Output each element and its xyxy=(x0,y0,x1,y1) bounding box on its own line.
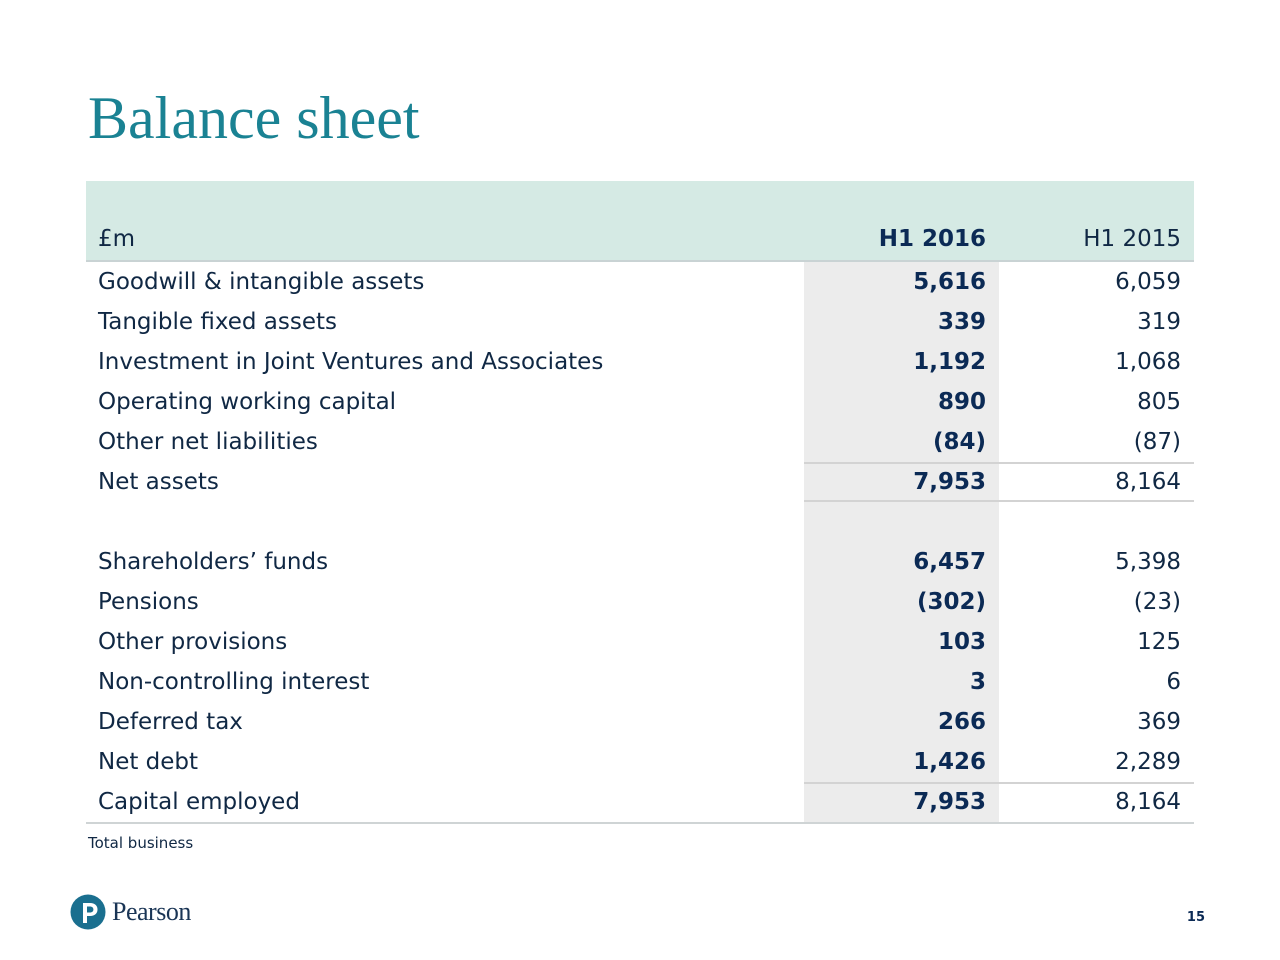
row-label: Deferred tax xyxy=(98,709,243,735)
row-label: Net debt xyxy=(98,749,199,775)
row-label: Other net liabilities xyxy=(98,429,318,455)
capital-employed-row: Capital employed 7,953 8,164 xyxy=(86,782,1194,824)
row-value-h1-2016: (302) xyxy=(916,589,986,615)
row-value-h1-2016: 6,457 xyxy=(913,549,986,575)
row-value-h1-2015: 125 xyxy=(1137,629,1181,655)
row-value-h1-2016: 1,192 xyxy=(913,349,986,375)
row-value-h1-2016: 1,426 xyxy=(913,749,986,775)
row-label: Capital employed xyxy=(98,789,300,815)
row-value-h1-2015: 8,164 xyxy=(1115,789,1181,815)
row-value-h1-2015: 319 xyxy=(1137,309,1181,335)
row-value-h1-2015: (87) xyxy=(1133,429,1181,455)
table-row: Investment in Joint Ventures and Associa… xyxy=(86,342,1194,382)
row-label: Operating working capital xyxy=(98,389,397,415)
table-row: Tangible fixed assets 339 319 xyxy=(86,302,1194,342)
pearson-p-icon xyxy=(70,894,106,930)
table-row: Other net liabilities (84) (87) xyxy=(86,422,1194,462)
row-value-h1-2015: 6 xyxy=(1166,669,1181,695)
row-label: Pensions xyxy=(98,589,199,615)
row-value-h1-2016: 7,953 xyxy=(913,789,986,815)
table-row: Non-controlling interest 3 6 xyxy=(86,662,1194,702)
table-row: Operating working capital 890 805 xyxy=(86,382,1194,422)
table-row: Pensions (302) (23) xyxy=(86,582,1194,622)
row-value-h1-2015: 8,164 xyxy=(1115,469,1181,495)
table-row: Net debt 1,426 2,289 xyxy=(86,742,1194,782)
table-row: Goodwill & intangible assets 5,616 6,059 xyxy=(86,262,1194,302)
header-currency-label: £m xyxy=(98,226,136,252)
row-value-h1-2015: (23) xyxy=(1133,589,1181,615)
header-h1-2015: H1 2015 xyxy=(1083,226,1181,252)
pearson-wordmark: Pearson xyxy=(112,897,191,926)
net-assets-row: Net assets 7,953 8,164 xyxy=(86,462,1194,502)
page-title: Balance sheet xyxy=(88,85,420,151)
row-value-h1-2016: 266 xyxy=(937,709,986,735)
row-value-h1-2016: (84) xyxy=(932,429,986,455)
row-value-h1-2015: 369 xyxy=(1137,709,1181,735)
row-value-h1-2016: 7,953 xyxy=(913,469,986,495)
table-row: Deferred tax 266 369 xyxy=(86,702,1194,742)
row-label: Tangible fixed assets xyxy=(98,309,338,335)
table-row: Other provisions 103 125 xyxy=(86,622,1194,662)
header-h1-2016: H1 2016 xyxy=(878,226,986,252)
row-value-h1-2016: 890 xyxy=(937,389,986,415)
row-value-h1-2016: 3 xyxy=(969,669,986,695)
table-row: Shareholders’ funds 6,457 5,398 xyxy=(86,542,1194,582)
table-spacer xyxy=(86,502,1194,542)
balance-sheet-table: £m H1 2016 H1 2015 Goodwill & intangible… xyxy=(86,181,1194,824)
row-value-h1-2016: 339 xyxy=(937,309,986,335)
row-value-h1-2015: 2,289 xyxy=(1115,749,1181,775)
row-label: Non-controlling interest xyxy=(98,669,370,695)
row-label: Investment in Joint Ventures and Associa… xyxy=(98,349,604,375)
row-label: Net assets xyxy=(98,469,219,495)
row-value-h1-2015: 1,068 xyxy=(1115,349,1181,375)
row-value-h1-2016: 103 xyxy=(937,629,986,655)
row-label: Goodwill & intangible assets xyxy=(98,269,425,295)
row-value-h1-2015: 6,059 xyxy=(1115,269,1181,295)
footnote: Total business xyxy=(88,834,194,852)
row-value-h1-2016: 5,616 xyxy=(913,269,986,295)
row-label: Other provisions xyxy=(98,629,288,655)
page-number: 15 xyxy=(1186,910,1205,925)
table-header-row: £m H1 2016 H1 2015 xyxy=(86,181,1194,262)
row-value-h1-2015: 805 xyxy=(1137,389,1181,415)
row-label: Shareholders’ funds xyxy=(98,549,329,575)
row-value-h1-2015: 5,398 xyxy=(1115,549,1181,575)
